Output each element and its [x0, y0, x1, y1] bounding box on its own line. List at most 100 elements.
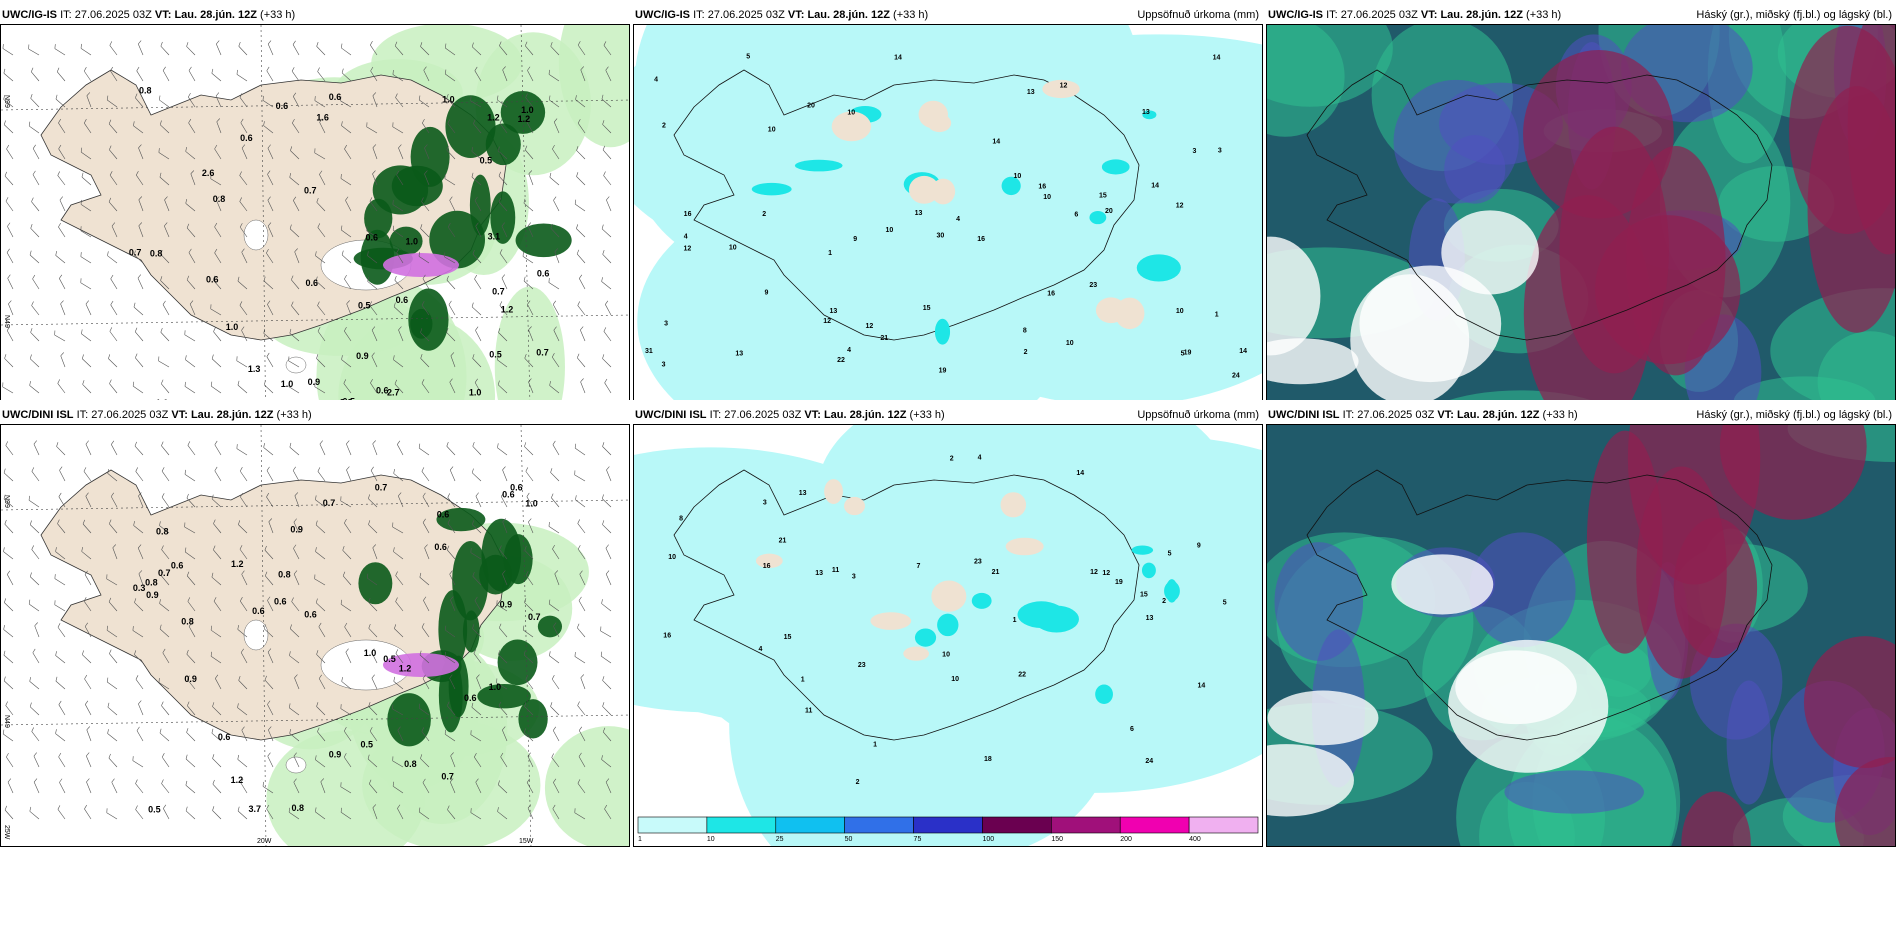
- high-cloud-area: [1559, 126, 1669, 374]
- wind-barb: [138, 492, 144, 508]
- coastline: [1306, 469, 1773, 741]
- wind-barb: [343, 753, 352, 768]
- grid-label: N49: [3, 315, 10, 328]
- precip-value-label: 1.2: [487, 112, 500, 122]
- wind-barb: [186, 275, 196, 290]
- wind-barb: [317, 301, 326, 316]
- precip-area-heavy: [518, 699, 548, 739]
- precip-value-label: 2: [856, 779, 860, 786]
- wind-barb: [241, 326, 248, 342]
- wind-barb: [159, 624, 170, 638]
- wind-barb: [341, 677, 352, 690]
- colorbar-segment: [637, 816, 708, 834]
- wind-barb: [236, 356, 248, 368]
- precip-value-label: 0.5: [358, 300, 371, 310]
- wind-barb: [449, 196, 456, 212]
- wind-barb: [267, 196, 274, 212]
- precip-area-heavy: [537, 615, 563, 638]
- wind-barb: [214, 222, 222, 238]
- precip-value-label: 0.7: [375, 483, 388, 493]
- wind-barb: [447, 805, 456, 820]
- wind-barb: [367, 251, 378, 264]
- wind-barb: [549, 95, 560, 108]
- precip-value-label: 1.2: [501, 305, 514, 315]
- wind-barb: [554, 570, 560, 586]
- wind-barb: [136, 726, 144, 742]
- precip-value-label: 9: [853, 236, 857, 243]
- wind-barb: [340, 225, 352, 238]
- wind-barb: [135, 171, 144, 186]
- wind-barb: [418, 703, 430, 716]
- precip-value-label: 3: [664, 321, 668, 328]
- wind-barb: [85, 492, 92, 508]
- wind-barb: [577, 353, 586, 368]
- precip-value-label: 0.7: [158, 568, 171, 578]
- wind-barb: [496, 600, 508, 612]
- precip-value-label: 2: [1024, 349, 1028, 356]
- colorbar-segment: [1119, 816, 1190, 834]
- wind-barb: [133, 250, 144, 264]
- wind-barb: [345, 648, 352, 664]
- precip-area-light: [544, 726, 629, 846]
- precip-value-label: 21: [779, 537, 787, 544]
- wind-barb: [289, 172, 300, 186]
- wind-barb: [343, 727, 352, 742]
- vt-value: Lau. 28.jún. 12Z: [1440, 9, 1523, 21]
- wind-barb: [4, 519, 14, 534]
- wind-barb: [29, 676, 40, 690]
- wind-barb: [422, 118, 430, 134]
- wind-barb: [603, 41, 612, 56]
- wind-barb: [108, 197, 118, 212]
- precip-value-label: 0.6: [396, 295, 409, 305]
- map-wind: N99N4925W20W15W0.60.50.60.60.80.60.60.70…: [0, 24, 630, 447]
- wind-barb: [2, 44, 14, 56]
- precip-area-heavy: [445, 95, 496, 158]
- wind-barb: [578, 596, 586, 612]
- wind-barb: [344, 622, 352, 638]
- wind-barb: [240, 118, 248, 134]
- colorbar-tick: 1: [638, 836, 642, 843]
- lead-time: (+33 h): [260, 9, 296, 21]
- wind-barb: [527, 66, 534, 82]
- wind-barb: [422, 518, 430, 534]
- precip-value-label: 13: [829, 308, 837, 315]
- wind-barb: [138, 570, 144, 586]
- wind-barb: [318, 622, 326, 638]
- wind-barb: [293, 92, 300, 108]
- wind-barb: [289, 651, 300, 664]
- map-wind: N99 N49 25W 20W 15W 0.5 0.6 0.8 0.7 0.6 0.6 0.7 0.9 1…: [0, 424, 630, 847]
- precip-value-label: 7: [916, 563, 920, 570]
- wind-barb: [158, 356, 170, 368]
- precip-area-heavy: [372, 165, 429, 215]
- wind-barb: [394, 624, 404, 638]
- wind-barb: [601, 755, 612, 768]
- wind-barb: [526, 492, 534, 508]
- wind-barb: [578, 752, 586, 768]
- wind-barb: [107, 468, 118, 482]
- wind-barb: [59, 466, 66, 482]
- wind-barb: [29, 381, 40, 394]
- wind-barb: [551, 493, 560, 508]
- wind-barb: [370, 466, 378, 482]
- wind-barb: [605, 778, 612, 794]
- wind-barb: [576, 224, 586, 238]
- wind-barb: [137, 40, 144, 56]
- precip-value-label: 0.6: [329, 92, 342, 102]
- it-label: IT:: [1342, 409, 1355, 421]
- wind-barb: [239, 223, 248, 238]
- wind-barb: [4, 354, 14, 368]
- precip-area-light: [689, 25, 1141, 240]
- wind-barb: [552, 144, 560, 160]
- wind-barb: [3, 68, 14, 82]
- wind-barb: [159, 95, 170, 108]
- wind-barb: [498, 650, 508, 664]
- wind-barb: [107, 702, 118, 716]
- wind-barb: [212, 275, 222, 290]
- wind-barb: [528, 378, 534, 394]
- wind-barb: [368, 520, 378, 534]
- wind-barb: [187, 701, 196, 716]
- wind-barb: [522, 251, 534, 264]
- wind-barb: [344, 144, 352, 160]
- precip-value-label: 12: [1090, 569, 1098, 576]
- wind-barb: [574, 199, 586, 212]
